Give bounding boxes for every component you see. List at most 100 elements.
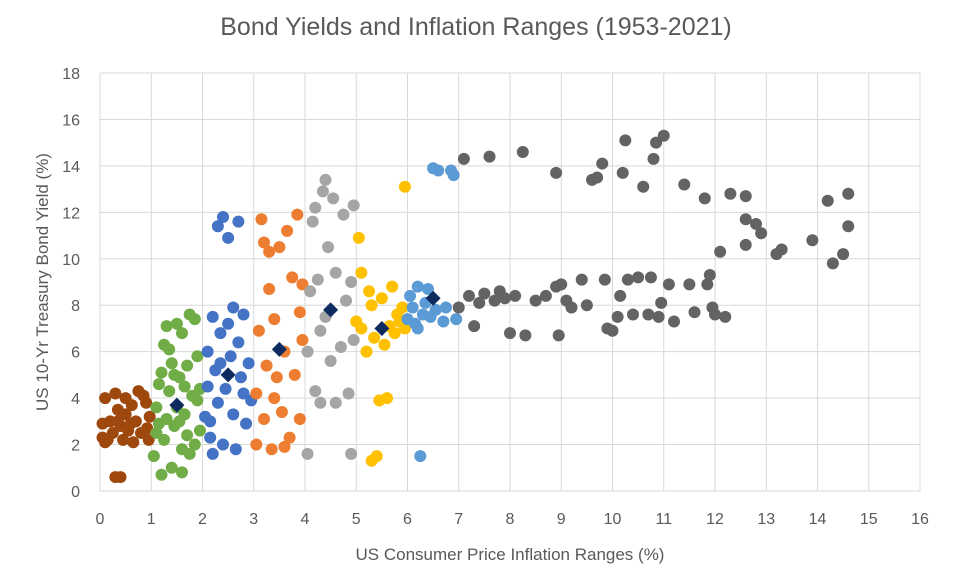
x-tick-label: 7 [454, 511, 463, 528]
scatter-point-orange [250, 387, 263, 400]
scatter-point-darkgray [842, 187, 855, 200]
scatter-point-gray [301, 345, 314, 358]
scatter-point-lightblue [411, 322, 424, 335]
scatter-point-orange [293, 306, 306, 319]
x-tick-label: 12 [706, 511, 724, 528]
scatter-point-gray [309, 201, 322, 214]
scatter-point-darkgray [750, 217, 762, 230]
scatter-point-blue [222, 231, 235, 244]
scatter-point-brown [109, 387, 122, 400]
scatter-point-brown [99, 392, 112, 405]
scatter-point-gray [324, 354, 337, 367]
scatter-point-gray [314, 396, 327, 409]
scatter-point-darkgray [703, 269, 716, 282]
scatter-point-orange [296, 278, 309, 291]
scatter-point-orange [275, 406, 288, 419]
scatter-point-darkgray [688, 306, 701, 319]
y-tick-label: 4 [71, 391, 80, 408]
scatter-point-darkgray [463, 289, 475, 302]
scatter-point-darkgray [714, 245, 727, 258]
scatter-point-lightblue [447, 169, 460, 182]
scatter-point-lightblue [411, 280, 424, 293]
scatter-point-green [183, 447, 196, 460]
scatter-point-yellow [370, 450, 383, 463]
scatter-point-darkgray [821, 194, 834, 207]
scatter-point-darkgray [826, 257, 839, 270]
scatter-point-brown [142, 433, 155, 446]
scatter-point-blue [232, 336, 245, 349]
y-tick-label: 12 [62, 205, 80, 222]
scatter-point-orange [258, 413, 270, 426]
scatter-point-blue [224, 350, 237, 363]
scatter-point-yellow [360, 345, 373, 358]
scatter-point-darkgray [837, 248, 850, 261]
y-axis-title: US 10-Yr Treasury Bond Yield (%) [33, 153, 52, 411]
scatter-point-darkgray [614, 289, 627, 302]
scatter-point-darkgray [478, 287, 491, 300]
scatter-point-brown [140, 396, 153, 409]
scatter-point-green [152, 417, 165, 430]
scatter-point-darkgray [473, 296, 486, 309]
scatter-point-yellow [378, 338, 391, 351]
scatter-point-darkgray [637, 180, 650, 193]
scatter-point-blue [237, 387, 250, 400]
scatter-point-darkgray [668, 315, 680, 328]
scatter-point-gray [327, 192, 340, 205]
x-tick-label: 5 [352, 511, 361, 528]
scatter-point-darkgray [498, 292, 511, 305]
scatter-point-darkgray [701, 278, 714, 291]
scatter-point-darkgray [565, 301, 578, 314]
scatter-point-lightblue [429, 303, 442, 316]
scatter-point-green [165, 461, 178, 474]
scatter-point-orange [265, 443, 278, 456]
scatter-point-brown [143, 410, 156, 423]
scatter-point-green [173, 415, 186, 428]
scatter-point-green [176, 327, 188, 340]
scatter-point-blue [204, 415, 217, 428]
scatter-point-yellow [368, 331, 381, 344]
median-diamond-point [425, 290, 441, 306]
scatter-point-blue [227, 408, 240, 421]
scatter-point-darkgray [550, 166, 563, 179]
scatter-point-brown [119, 392, 132, 405]
scatter-point-green [191, 350, 204, 363]
scatter-point-darkgray [709, 308, 721, 321]
scatter-point-yellow [381, 392, 393, 405]
y-tick-label: 10 [62, 252, 80, 269]
scatter-point-gray [319, 173, 332, 186]
scatter-point-brown [111, 415, 124, 428]
median-diamond-point [220, 367, 236, 383]
scatter-point-yellow [375, 292, 388, 305]
scatter-point-darkgray [616, 166, 629, 179]
scatter-point-blue [217, 438, 229, 451]
scatter-point-gray [345, 276, 358, 288]
scatter-point-darkgray [842, 220, 855, 233]
scatter-point-darkgray [662, 278, 675, 291]
scatter-point-orange [263, 245, 276, 258]
scatter-point-orange [250, 438, 263, 451]
scatter-point-blue [227, 301, 240, 314]
scatter-point-green [150, 401, 163, 414]
scatter-point-yellow [388, 327, 401, 340]
scatter-point-yellow [355, 322, 368, 335]
scatter-point-lightblue [450, 313, 463, 326]
scatter-point-orange [255, 213, 268, 226]
scatter-point-gray [309, 385, 322, 398]
scatter-point-darkgray [724, 187, 737, 200]
scatter-point-gray [322, 241, 335, 254]
scatter-point-green [181, 359, 194, 372]
scatter-point-darkgray [719, 310, 732, 323]
scatter-point-gray [345, 447, 358, 460]
x-tick-label: 10 [604, 511, 622, 528]
scatter-point-orange [263, 282, 276, 295]
y-tick-label: 18 [62, 66, 80, 83]
y-tick-label: 14 [62, 159, 80, 176]
scatter-point-orange [270, 371, 283, 384]
scatter-point-green [176, 466, 188, 479]
scatter-point-gray [316, 185, 329, 198]
scatter-point-darkgray [483, 150, 496, 163]
scatter-point-blue [201, 380, 214, 393]
x-tick-label: 9 [557, 511, 566, 528]
scatter-point-darkgray [739, 213, 752, 226]
